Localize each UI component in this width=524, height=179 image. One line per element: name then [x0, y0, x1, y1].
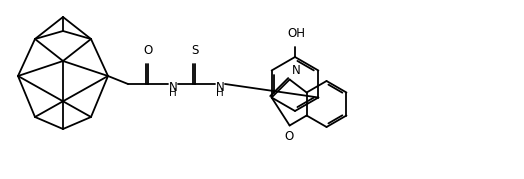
Text: O: O	[284, 130, 293, 144]
Text: H: H	[216, 88, 224, 98]
Text: N: N	[292, 64, 300, 76]
Text: S: S	[191, 44, 199, 57]
Text: O: O	[144, 44, 152, 57]
Text: N: N	[215, 81, 224, 93]
Text: N: N	[169, 81, 178, 93]
Text: H: H	[169, 88, 177, 98]
Text: OH: OH	[287, 27, 305, 40]
